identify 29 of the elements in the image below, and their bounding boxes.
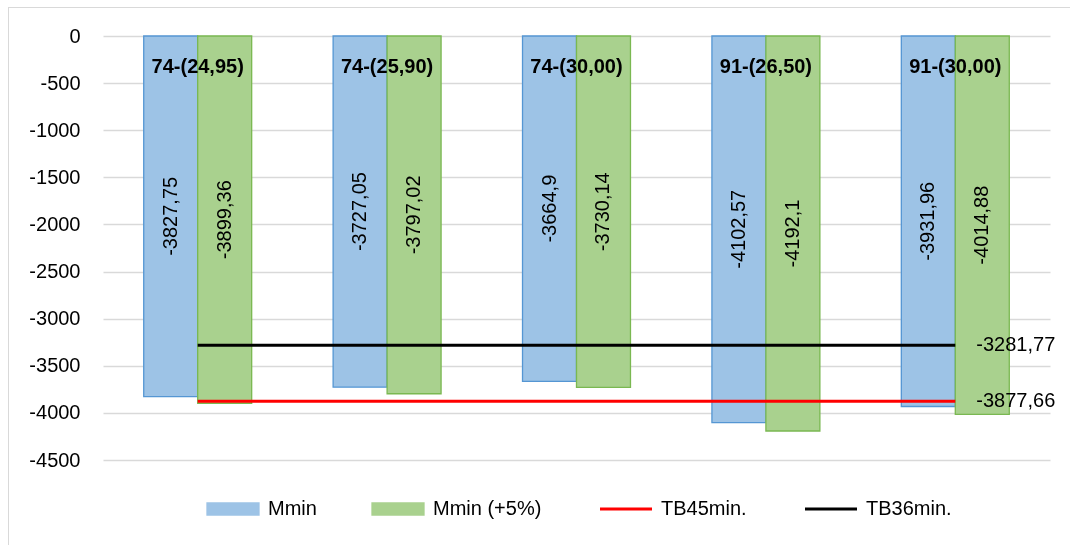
data-label: -4102,57 [726,189,749,269]
x-tick-label: 91-(30,00) [909,54,1002,77]
data-label: -3931,96 [916,181,939,261]
y-tick-label: -4500 [29,448,81,471]
y-tick-label: -500 [40,71,81,94]
legend-label: TB36min. [866,497,952,519]
y-tick-label: -1000 [29,118,81,141]
y-tick-label: -2000 [29,212,81,235]
legend-label: Mmin [268,497,317,519]
x-tick-label: 74-(25,90) [340,54,434,77]
x-tick-label: 91-(26,50) [719,54,813,77]
y-tick-label: -3500 [29,354,81,377]
legend-label: TB45min. [661,497,747,519]
x-tick-label: 74-(30,00) [530,54,623,77]
data-label: -4014,88 [970,185,993,265]
legend-label: Mmin (+5%) [433,497,542,519]
data-label: -3899,36 [212,180,235,260]
y-tick-label: -3000 [29,307,81,330]
data-label: -3664,9 [537,174,560,243]
x-tick-label: 74-(24,95) [151,54,244,77]
data-label: -3730,14 [591,172,614,252]
data-label: -4192,1 [780,199,803,268]
y-tick-label: 0 [69,24,81,47]
data-label: -3827,75 [158,176,181,256]
data-label: -3797,02 [402,175,425,255]
y-tick-label: -2500 [29,260,81,283]
data-label: -3727,05 [348,172,371,252]
y-tick-label: -1500 [29,165,81,188]
y-tick-label: -4000 [29,401,81,424]
